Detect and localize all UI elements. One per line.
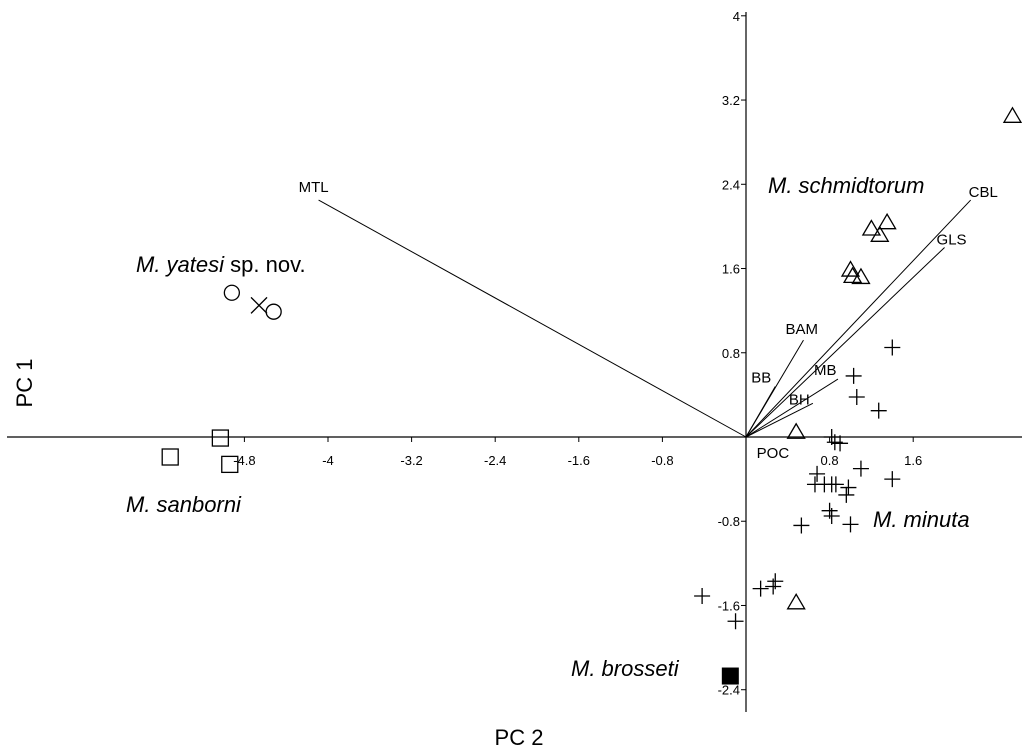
loading-vector-bh [745,402,814,438]
point-plus [826,434,843,451]
loading-vector-cbl [745,199,972,438]
vector-label-bh: BH [789,391,810,408]
x-tick-label: -4 [322,453,334,468]
vector-label-poc: POC [757,445,790,462]
point-plus [842,516,859,533]
data-points [161,106,1023,685]
y-tick-label: 3.2 [722,93,740,108]
y-tick-label: -2.4 [718,683,740,698]
x-tick-label: -0.8 [651,453,673,468]
group-labels: M. yatesi sp. nov. M. schmidtorum M. sanbo… [126,173,970,681]
point-circle [223,284,241,301]
group-label-species: M. minuta [873,507,970,532]
y-tick-label: 1.6 [722,262,740,277]
y-tick-label: -0.8 [718,514,740,529]
point-plus [848,388,865,405]
point-plus [884,339,901,356]
point-triangle [786,593,806,610]
point-square [221,455,239,474]
point-plus [840,479,857,496]
point-triangle [1002,106,1023,123]
point-plus [694,588,711,605]
point-x [250,296,268,314]
group-label-species: M. sanborni [126,492,242,517]
point-triangle [840,260,861,277]
point-square [161,448,179,466]
loading-vector-mb [745,378,839,438]
point-plus [870,402,887,419]
x-tick-label: -2.4 [484,453,506,468]
x-axis-title: PC 2 [495,725,544,750]
y-tick-label: 0.8 [722,346,740,361]
y-tick-label: -1.6 [718,598,740,613]
vector-label-mb: MB [814,362,837,379]
point-plus [793,517,810,534]
group-label: M. brosseti [571,656,680,681]
loading-vector-mtl [318,199,747,438]
y-tick-label: 2.4 [722,177,740,192]
group-label-species: M. schmidtorum [768,173,924,198]
x-tick-label: 0.8 [821,453,839,468]
group-label: M. sanborni [126,492,242,517]
point-triangle [851,267,871,285]
x-tick-label: 1.6 [904,453,922,468]
group-label: M. yatesi sp. nov. [136,252,306,277]
group-label: M. schmidtorum [768,173,924,198]
loading-vector-bb [745,386,776,438]
vector-label-cbl: CBL [969,184,998,201]
point-plus [852,460,869,477]
group-label-species: M. brosseti [571,656,680,681]
point-triangle [870,225,890,242]
group-label-species: M. yatesi [136,252,225,277]
point-plus [765,578,782,595]
group-label-suffix: sp. nov. [224,252,306,277]
point-square-filled [721,667,739,685]
x-tick-label: -1.6 [568,453,590,468]
loading-vector-gls [745,247,945,438]
point-plus [838,486,855,503]
point-plus [752,580,769,597]
vector-label-gls: GLS [937,231,967,248]
point-square [211,429,230,447]
y-tick-label: 4 [733,9,740,24]
vector-label-bb: BB [751,369,771,386]
x-tick-label: -3.2 [400,453,422,468]
point-plus [823,507,840,524]
vector-label-bam: BAM [785,321,818,338]
x-tick-label: -4.8 [233,453,255,468]
point-triangle [877,212,897,230]
group-label: M. minuta [873,507,970,532]
y-axis-title: PC 1 [12,359,37,408]
point-triangle [786,422,806,439]
point-circle [265,303,282,320]
point-plus [884,471,901,488]
point-plus [809,465,826,482]
point-plus [845,367,862,384]
point-plus [727,613,744,630]
point-triangle [861,219,882,236]
vector-label-mtl: MTL [299,179,329,196]
axes: -4.8 -4 -3.2 -2.4 -1.6 -0.8 0.8 1.6 4 3.2 2.4 1.6 0.… [7,9,1022,712]
point-plus [827,476,844,493]
